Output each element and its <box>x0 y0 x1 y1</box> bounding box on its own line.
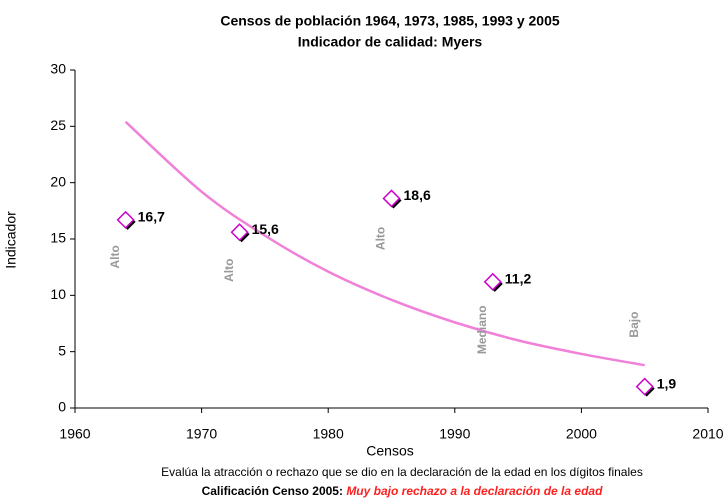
footer-note: Evalúa la atracción o rechazo que se dio… <box>161 465 643 479</box>
annotation: Bajo <box>627 312 641 338</box>
rating-value: Muy bajo rechazo a la declaración de la … <box>346 484 603 498</box>
marker <box>230 223 249 242</box>
chart-subtitle: Indicador de calidad: Myers <box>298 34 483 50</box>
x-tick-label: 1980 <box>313 426 344 442</box>
y-tick-label: 15 <box>50 230 66 246</box>
value-label: 11,2 <box>505 271 532 287</box>
plot-area: 0 5 10 15 20 25 30 1960 1970 1980 1990 2000 2010 16,7… <box>50 61 723 442</box>
marker <box>382 189 401 208</box>
rating: Calificación Censo 2005: Muy bajo rechaz… <box>202 484 603 498</box>
x-tick-label: 1990 <box>439 426 470 442</box>
value-label: 1,9 <box>657 375 677 391</box>
y-tick-label: 0 <box>58 399 66 415</box>
x-tick-label: 2010 <box>692 426 723 442</box>
annotation: Alto <box>374 227 388 250</box>
marker <box>483 272 502 291</box>
rating-label: Calificación Censo 2005: <box>202 484 343 498</box>
trendline <box>124 120 645 367</box>
value-label: 18,6 <box>404 187 431 203</box>
annotation: Mediano <box>475 305 489 354</box>
y-tick-label: 10 <box>50 286 66 302</box>
value-label: 15,6 <box>252 221 279 237</box>
x-tick-label: 1970 <box>186 426 217 442</box>
value-label: 16,7 <box>138 209 165 225</box>
marker <box>635 377 654 396</box>
x-axis-label: Censos <box>366 443 413 459</box>
x-tick-label: 2000 <box>566 426 597 442</box>
marker <box>116 210 135 229</box>
y-tick-label: 20 <box>50 173 66 189</box>
y-axis-label: Indicador <box>3 211 19 269</box>
y-tick-label: 5 <box>58 342 66 358</box>
y-tick-label: 25 <box>50 117 66 133</box>
y-tick-label: 30 <box>50 61 66 77</box>
annotation: Alto <box>108 245 122 268</box>
chart-title: Censos de población 1964, 1973, 1985, 19… <box>220 13 560 29</box>
x-tick-label: 1960 <box>59 426 90 442</box>
annotation: Alto <box>222 259 236 282</box>
